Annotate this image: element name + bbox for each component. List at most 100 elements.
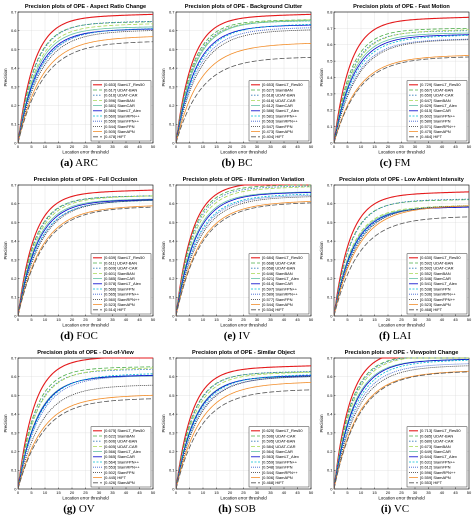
legend-entry: [0.625] SiamLT_Res50 bbox=[262, 428, 303, 433]
series-line bbox=[175, 24, 312, 144]
legend-entry: [0.559] SiamAPN bbox=[420, 475, 451, 480]
caption-name: BC bbox=[237, 157, 253, 169]
x-tick-label: 20 bbox=[386, 317, 391, 322]
legend-entry: [0.617] UDAT-BAN bbox=[104, 87, 137, 92]
x-tick-label: 0 bbox=[175, 144, 178, 149]
panel-aspect-ratio-change: Precision plots of OPE - Aspect Ratio Ch… bbox=[0, 0, 158, 173]
series-line bbox=[17, 189, 154, 317]
series-line bbox=[175, 57, 312, 144]
x-tick-label: 35 bbox=[268, 317, 273, 322]
legend-entry: [0.595] UDAT-BAN bbox=[262, 439, 295, 444]
series-line bbox=[17, 20, 154, 144]
chart-title: Precision plots of OPE - Background Clut… bbox=[185, 4, 303, 10]
x-tick-label: 10 bbox=[201, 144, 206, 149]
y-tick-label: 0.3 bbox=[11, 84, 17, 89]
x-tick-label: 30 bbox=[413, 317, 418, 322]
y-tick-label: 0.6 bbox=[11, 201, 17, 206]
x-tick-label: 35 bbox=[426, 317, 431, 322]
y-tick-label: 0.2 bbox=[327, 276, 333, 281]
legend-entry: [0.552] SiamBAN bbox=[420, 271, 451, 276]
legend-entry: [0.473] SiamAPN bbox=[262, 129, 293, 134]
x-tick-label: 40 bbox=[124, 144, 129, 149]
y-tick-label: 0.7 bbox=[169, 9, 175, 14]
legend-entry: [0.578] SiamLT_Alex bbox=[104, 281, 141, 286]
legend-entry: [0.566] SiamLT_Alex bbox=[104, 108, 141, 113]
legend-entry: [0.618] UDAT-BAN bbox=[262, 93, 295, 98]
y-tick-label: 0.1 bbox=[327, 295, 333, 300]
legend-entry: [0.565] SiamCAR bbox=[104, 454, 135, 459]
y-tick-label: 0.5 bbox=[169, 393, 175, 398]
legend-entry: [0.622] SiamBAN bbox=[104, 433, 135, 438]
legend-entry: [0.644] SiamLT_Alex bbox=[420, 454, 457, 459]
series-line bbox=[17, 28, 154, 144]
legend-entry: [0.596] UDAT-CAR bbox=[262, 433, 296, 438]
y-tick-label: 0.2 bbox=[169, 276, 175, 281]
chart-title: Precision plots of OPE - Similar Object bbox=[192, 350, 295, 356]
series-line bbox=[175, 184, 311, 317]
caption-name: FM bbox=[394, 157, 411, 169]
legend-entry: [0.464] HiFT bbox=[420, 134, 443, 139]
series-line bbox=[333, 359, 470, 490]
caption-letter: (c) bbox=[379, 157, 392, 169]
series-line bbox=[17, 41, 154, 144]
x-tick-label: 15 bbox=[214, 490, 219, 495]
series-line bbox=[333, 205, 470, 317]
x-tick-label: 25 bbox=[399, 144, 404, 149]
legend-entry: [0.565] SiamFPN++ bbox=[104, 292, 140, 297]
x-tick-label: 20 bbox=[386, 490, 391, 495]
legend-entry: [0.546] SiamCAR bbox=[420, 276, 451, 281]
legend-entry: [0.629] SiamLT_Alex bbox=[420, 103, 457, 108]
x-tick-label: 10 bbox=[359, 144, 364, 149]
x-tick-label: 25 bbox=[241, 490, 246, 495]
legend-entry: [0.589] SiamRPN++ bbox=[262, 292, 298, 297]
y-tick-label: 0.2 bbox=[11, 103, 17, 108]
y-tick-label: 0.2 bbox=[11, 276, 17, 281]
chart-title: Precision plots of OPE - Illumination Va… bbox=[183, 177, 305, 183]
x-tick-label: 0 bbox=[17, 490, 20, 495]
y-tick-label: 0 bbox=[14, 486, 17, 491]
x-tick-label: 45 bbox=[137, 490, 142, 495]
caption-fm: (c) FM bbox=[316, 157, 474, 169]
x-tick-label: 0 bbox=[17, 317, 20, 322]
x-tick-label: 10 bbox=[43, 317, 48, 322]
y-tick-label: 0.2 bbox=[169, 449, 175, 454]
legend-entry: [0.560] SiamRPN++ bbox=[104, 297, 140, 302]
x-tick-label: 35 bbox=[426, 144, 431, 149]
x-tick-label: 0 bbox=[175, 317, 178, 322]
caption-name: LAI bbox=[392, 330, 412, 342]
x-tick-label: 5 bbox=[188, 490, 191, 495]
x-tick-label: 20 bbox=[228, 317, 233, 322]
y-tick-label: 0.4 bbox=[169, 412, 175, 417]
y-axis-label: Precision bbox=[319, 241, 324, 260]
caption-name: VC bbox=[393, 503, 410, 515]
x-tick-label: 45 bbox=[453, 317, 458, 322]
y-tick-label: 0.3 bbox=[327, 91, 333, 96]
y-tick-label: 0.7 bbox=[327, 355, 333, 360]
legend-entry: [0.566] SiamLT_Alex bbox=[104, 449, 141, 454]
caption-foc: (d) FOC bbox=[0, 330, 158, 342]
legend-entry: [0.605] UDAT-CAR bbox=[104, 444, 138, 449]
y-tick-label: 0.1 bbox=[11, 122, 17, 127]
series-line bbox=[175, 186, 312, 317]
series-line bbox=[333, 56, 470, 144]
caption-letter: (b) bbox=[221, 157, 235, 169]
legend-entry: [0.627] SiamBAN bbox=[262, 87, 293, 92]
series-line bbox=[17, 206, 154, 317]
legend-entry: [0.577] SiamFPN bbox=[262, 297, 293, 302]
legend-entry: [0.544] SiamFPN bbox=[104, 124, 135, 129]
legend-entry: [0.538] SiamFPN bbox=[420, 286, 451, 291]
y-tick-label: 0 bbox=[172, 140, 175, 145]
caption-letter: (h) bbox=[218, 503, 232, 515]
x-tick-label: 30 bbox=[255, 317, 260, 322]
caption-bc: (b) BC bbox=[158, 157, 316, 169]
x-tick-label: 40 bbox=[282, 490, 287, 495]
precision-plot-fm: Precision plots of OPE - Fast Motion 0 5 10… bbox=[319, 4, 472, 155]
series-line bbox=[17, 367, 154, 490]
series-line bbox=[333, 27, 470, 144]
legend-entry: [0.502] SiamFPN bbox=[104, 470, 135, 475]
series-line bbox=[17, 205, 154, 317]
x-tick-label: 5 bbox=[188, 317, 191, 322]
caption-letter: (g) bbox=[63, 503, 77, 515]
legend-entry: [0.553] SiamRPN++ bbox=[104, 465, 140, 470]
